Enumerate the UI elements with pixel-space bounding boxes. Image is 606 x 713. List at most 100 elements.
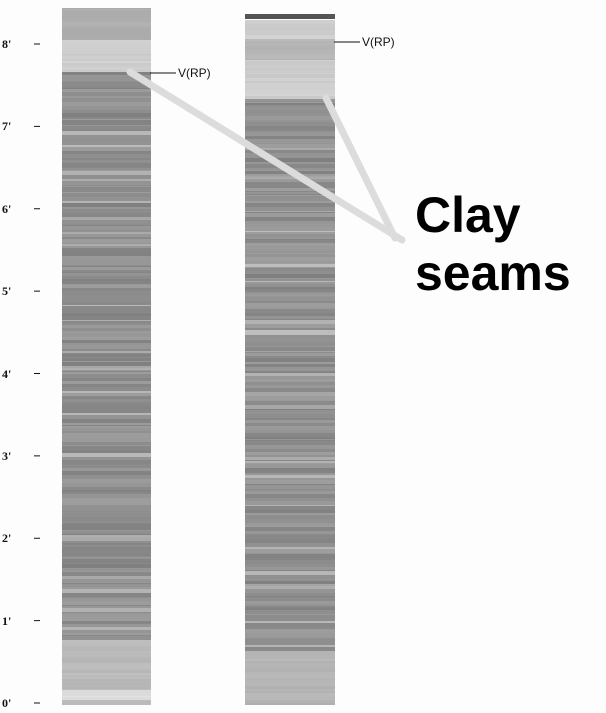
strip-band [62,225,151,226]
strip-band [62,524,151,527]
strip-band [62,647,151,651]
strip-band [245,319,335,320]
strip-band [245,191,335,192]
strip-band [62,374,151,378]
strip-band [62,320,151,321]
strip-band [245,638,335,642]
strip-band [245,682,335,683]
strip-band [245,67,335,68]
strip-band [62,696,151,697]
strip-band [245,35,335,39]
strip-band [62,372,151,374]
strip-band [62,331,151,333]
strip-band [62,44,151,47]
strip-band [62,668,151,669]
strip-band [245,527,335,531]
strip-band [62,460,151,464]
strip-band [62,399,151,402]
strip-band [62,244,151,246]
strip-band [62,612,151,613]
callout-line-1: Clay [415,187,521,243]
strip-band [245,107,335,110]
strip-band [62,531,151,534]
strip-band [62,587,151,589]
strip-band [62,357,151,358]
strip-band [245,484,335,485]
strip-band [62,72,151,75]
strip-band [62,154,151,158]
strip-band [62,366,151,368]
strip-band [62,640,151,643]
depth-axis [34,43,40,704]
strip-band [245,549,335,550]
strip-band [62,169,151,170]
strip-band [62,677,151,679]
strip-band [62,597,151,598]
strip-band [62,413,151,415]
strip-band [62,606,151,608]
strip-band [245,55,335,59]
strip-band [62,402,151,405]
strip-band [245,257,335,261]
strip-band [245,330,335,334]
strip-band [62,351,151,353]
strip-band [245,61,335,65]
strip-band [62,613,151,615]
strip-band [245,347,335,351]
strip-band [245,102,335,103]
strip-band [62,479,151,483]
strip-band [245,68,335,71]
strip-band [245,581,335,584]
strip-band [245,686,335,689]
strip-band [245,144,335,148]
strip-band [62,431,151,433]
strip-band [245,651,335,655]
strip-band [245,535,335,539]
strip-band [245,480,335,484]
strip-band [245,513,335,515]
strip-band [245,231,335,232]
strip-band [62,468,151,471]
strip-band [62,571,151,572]
strip-band [245,240,335,243]
strip-band [62,349,151,351]
strip-band [62,14,151,16]
strip-band [245,629,335,630]
depth-tick-label: 0' [2,696,12,710]
strip-band [62,175,151,179]
depth-tick-label: 1' [2,613,12,628]
strip-band [62,179,151,181]
strip-band [245,232,335,234]
strip-band [62,81,151,83]
strip-band [245,553,335,554]
strip-band [62,243,151,244]
strip-band [245,227,335,231]
strip-band [245,164,335,168]
strip-band [62,160,151,163]
strip-band [245,130,335,131]
strip-band [245,554,335,558]
strip-band [245,53,335,55]
strip-band [62,305,151,306]
strip-band [245,471,335,473]
strip-band [245,301,335,303]
strip-band [245,445,335,449]
strip-band [245,217,335,221]
depth-tick-label: 8' [2,37,12,51]
strip-band [245,239,335,240]
strip-band [245,24,335,26]
strip-band [62,557,151,559]
strip-band [245,376,335,379]
strip-band [62,110,151,113]
strip-band [62,185,151,186]
strip-band [245,627,335,629]
strip-band [62,689,151,690]
strip-band [62,673,151,675]
strip-band [62,624,151,627]
strip-band [245,289,335,292]
strip-band [62,699,151,700]
strip-band [245,525,335,527]
strip-band [62,636,151,640]
strip-band [245,90,335,94]
strip-band [62,506,151,510]
